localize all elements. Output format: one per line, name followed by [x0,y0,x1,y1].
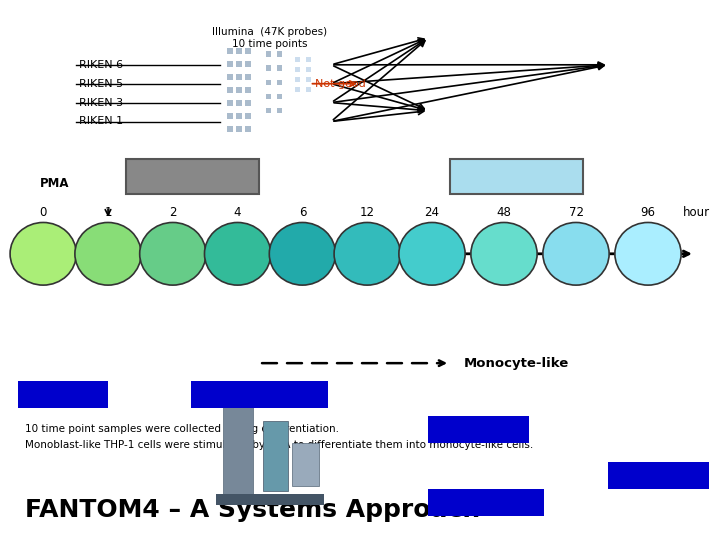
FancyBboxPatch shape [236,100,242,106]
Text: TF qRT-PCR: TF qRT-PCR [621,58,696,71]
FancyBboxPatch shape [428,489,544,516]
FancyBboxPatch shape [266,65,271,71]
Text: RIKEN 3: RIKEN 3 [79,98,123,107]
FancyBboxPatch shape [223,400,253,497]
FancyBboxPatch shape [295,57,300,62]
Text: Monoblast-like THP-1 cells were stimulated by PMA to differentiate them into mon: Monoblast-like THP-1 cells were stimulat… [25,441,534,450]
FancyBboxPatch shape [245,113,251,119]
Text: Monoblast-like: Monoblast-like [138,356,248,370]
Ellipse shape [75,222,141,285]
FancyBboxPatch shape [227,87,233,93]
FancyBboxPatch shape [236,48,242,54]
Ellipse shape [269,222,336,285]
FancyBboxPatch shape [266,108,271,113]
FancyBboxPatch shape [227,100,233,106]
Text: Deep CAGE: Deep CAGE [442,104,516,117]
Text: 4: 4 [234,206,241,219]
FancyBboxPatch shape [227,73,233,80]
Text: 48: 48 [497,206,511,219]
FancyBboxPatch shape [227,60,233,67]
Text: RIKEN 5: RIKEN 5 [79,79,123,89]
FancyBboxPatch shape [266,94,271,99]
FancyBboxPatch shape [266,51,271,57]
FancyBboxPatch shape [277,65,282,71]
Text: RIKEN 6: RIKEN 6 [79,60,123,70]
Text: Replicates: Replicates [28,139,98,152]
FancyBboxPatch shape [245,126,251,132]
FancyBboxPatch shape [277,94,282,99]
FancyBboxPatch shape [236,73,242,80]
FancyBboxPatch shape [450,159,583,194]
Ellipse shape [334,222,400,285]
FancyBboxPatch shape [126,159,259,194]
Text: miRNA microarray: miRNA microarray [426,31,546,44]
Ellipse shape [140,222,206,285]
Text: PMA: PMA [40,177,69,190]
FancyBboxPatch shape [263,421,288,491]
FancyBboxPatch shape [608,462,709,489]
Text: Not good: Not good [315,79,366,89]
FancyBboxPatch shape [227,126,233,132]
Text: 10 time point samples were collected during differentiation.: 10 time point samples were collected dur… [25,424,339,434]
FancyBboxPatch shape [306,87,311,92]
FancyBboxPatch shape [277,108,282,113]
Text: 12: 12 [360,206,374,219]
FancyBboxPatch shape [191,381,328,408]
FancyBboxPatch shape [266,79,271,85]
FancyBboxPatch shape [277,51,282,57]
Text: 2: 2 [169,206,176,219]
Ellipse shape [615,222,681,285]
Text: 72: 72 [569,206,583,219]
Text: 6: 6 [299,206,306,219]
FancyBboxPatch shape [295,77,300,82]
FancyBboxPatch shape [245,60,251,67]
Text: Monocyte-like: Monocyte-like [464,356,570,370]
Text: hour: hour [683,206,710,219]
FancyBboxPatch shape [245,73,251,80]
FancyBboxPatch shape [245,87,251,93]
Ellipse shape [10,222,76,285]
Ellipse shape [204,222,271,285]
FancyBboxPatch shape [292,443,319,486]
FancyBboxPatch shape [236,60,242,67]
FancyBboxPatch shape [245,48,251,54]
FancyBboxPatch shape [306,67,311,72]
FancyBboxPatch shape [306,77,311,82]
Ellipse shape [471,222,537,285]
Text: 96: 96 [641,206,655,219]
Ellipse shape [543,222,609,285]
Ellipse shape [399,222,465,285]
Text: 24: 24 [425,206,439,219]
FancyBboxPatch shape [227,113,233,119]
FancyBboxPatch shape [245,100,251,106]
FancyBboxPatch shape [306,57,311,62]
Text: 1: 1 [104,206,112,219]
FancyBboxPatch shape [236,113,242,119]
FancyBboxPatch shape [216,494,324,505]
FancyBboxPatch shape [295,87,300,92]
Text: RIKEN 1: RIKEN 1 [79,117,123,126]
FancyBboxPatch shape [236,87,242,93]
FancyBboxPatch shape [295,67,300,72]
FancyBboxPatch shape [236,126,242,132]
FancyBboxPatch shape [18,381,108,408]
Text: FANTOM4 – A Systems Approach: FANTOM4 – A Systems Approach [25,498,480,522]
Text: Microarray check: Microarray check [202,139,316,152]
FancyBboxPatch shape [428,416,529,443]
Text: Illumina  (47K probes)
10 time points: Illumina (47K probes) 10 time points [212,27,328,49]
FancyBboxPatch shape [277,79,282,85]
Text: 0: 0 [40,206,47,219]
FancyBboxPatch shape [227,48,233,54]
